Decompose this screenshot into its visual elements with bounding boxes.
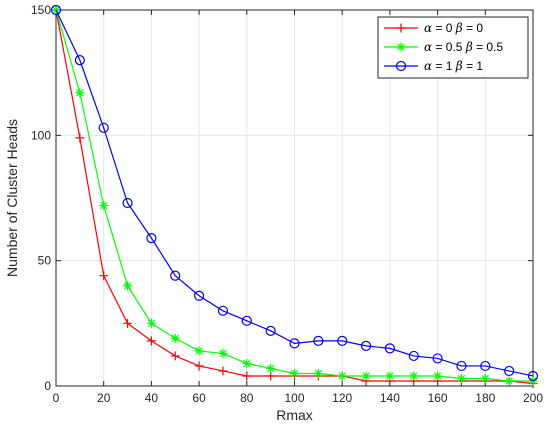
data-point — [504, 365, 515, 377]
y-axis-label: Number of Cluster Heads — [4, 119, 20, 277]
legend-entry: α = 0.5 β = 0.5 — [384, 40, 503, 54]
data-point — [242, 358, 252, 368]
y-tick-label: 0 — [44, 379, 51, 393]
data-point — [241, 315, 252, 326]
data-point — [123, 318, 133, 328]
x-tick-label: 140 — [380, 391, 400, 405]
x-tick-label: 120 — [332, 391, 352, 405]
data-point — [433, 371, 443, 381]
data-point — [123, 281, 133, 291]
data-point — [408, 350, 419, 362]
data-point — [361, 371, 371, 381]
data-point — [170, 351, 180, 361]
data-point — [432, 353, 443, 364]
data-point — [146, 318, 156, 328]
legend-entry: α = 1 β = 1 — [384, 59, 483, 73]
legend-label-part: β — [465, 40, 473, 54]
data-point — [146, 336, 156, 346]
y-tick-label: 150 — [31, 3, 51, 17]
data-point — [98, 122, 109, 133]
x-tick-label: 100 — [284, 391, 304, 405]
data-point — [290, 368, 299, 378]
data-point — [194, 361, 204, 371]
data-point — [170, 270, 181, 281]
legend-label: α = 0 β = 0 — [424, 21, 483, 35]
legend-label-part: = 1 — [432, 59, 456, 73]
legend-label-part: α — [424, 59, 432, 73]
data-point — [74, 55, 85, 66]
data-point — [313, 368, 323, 378]
legend-label-part: = 0.5 — [473, 40, 504, 54]
data-point — [289, 338, 300, 349]
x-tick-label: 200 — [523, 391, 543, 405]
data-point — [242, 371, 252, 381]
data-point — [409, 371, 419, 381]
x-tick-label: 40 — [145, 391, 159, 405]
data-point — [218, 366, 228, 376]
y-axis-ticks: 0 50 100 150 — [31, 3, 533, 393]
legend-marker — [396, 42, 406, 52]
x-tick-label: 0 — [53, 391, 60, 405]
data-point — [194, 290, 205, 301]
legend-label-part: β — [455, 21, 463, 35]
data-point — [337, 371, 347, 381]
data-point — [313, 335, 324, 346]
legend-label-part: = 1 — [463, 59, 484, 73]
series-line — [55, 9, 534, 377]
data-point — [337, 335, 348, 346]
x-axis-ticks: 0 20 40 60 80 100 120 140 160 180 200 — [53, 10, 543, 405]
data-point — [384, 343, 395, 354]
x-tick-label: 60 — [192, 391, 206, 405]
data-point — [170, 333, 180, 343]
data-point — [50, 4, 62, 16]
legend-label: α = 1 β = 1 — [424, 59, 483, 73]
legend-marker — [395, 60, 407, 72]
legend-label-part: = 0.5 — [432, 40, 466, 54]
legend-marker — [396, 23, 406, 33]
legend-label-part: α — [424, 21, 432, 35]
data-point — [385, 371, 395, 381]
data-point — [527, 370, 539, 382]
data-point — [194, 346, 204, 356]
data-point — [265, 325, 276, 336]
data-point — [504, 376, 514, 386]
data-point — [266, 371, 276, 381]
data-point — [266, 363, 276, 373]
data-point — [456, 373, 466, 383]
y-tick-label: 100 — [31, 128, 51, 142]
x-axis-label: Rmax — [276, 407, 313, 423]
x-tick-label: 160 — [428, 391, 448, 405]
data-point — [218, 348, 228, 358]
y-tick-label: 50 — [38, 254, 52, 268]
data-point — [146, 233, 157, 244]
data-point — [75, 88, 85, 98]
series-group — [50, 4, 539, 388]
legend-label-part: β — [455, 59, 463, 73]
data-point — [99, 201, 109, 211]
x-tick-label: 80 — [240, 391, 254, 405]
data-point — [480, 360, 491, 372]
x-tick-label: 180 — [475, 391, 495, 405]
x-tick-label: 20 — [97, 391, 111, 405]
data-point — [480, 373, 490, 383]
data-point — [360, 340, 372, 351]
legend-label-part: = 0 — [432, 21, 456, 35]
data-point — [456, 360, 467, 372]
legend: α = 0 β = 0α = 0.5 β = 0.5α = 1 β = 1 — [377, 16, 529, 79]
data-point — [217, 305, 229, 316]
data-point — [122, 197, 133, 209]
data-point — [75, 133, 85, 143]
legend-entry: α = 0 β = 0 — [384, 21, 483, 35]
legend-label-part: α — [424, 40, 432, 54]
legend-label-part: = 0 — [463, 21, 484, 35]
legend-label: α = 0.5 β = 0.5 — [424, 40, 503, 54]
series-3 — [50, 4, 539, 382]
data-point — [99, 271, 109, 281]
